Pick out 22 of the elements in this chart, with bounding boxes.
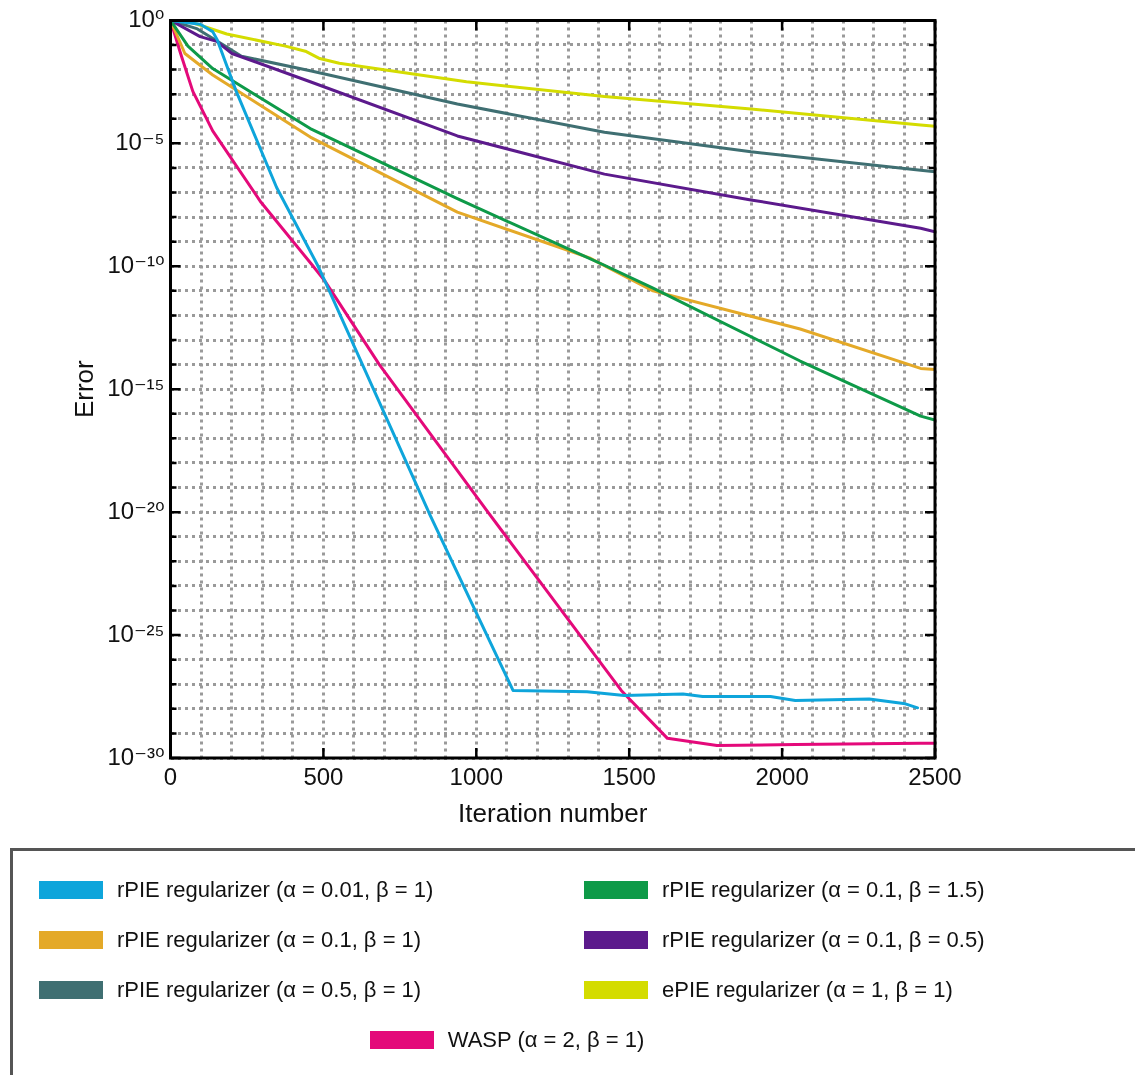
y-tick-label: 10⁻²⁰ xyxy=(107,496,165,524)
y-tick-label: 10⁰ xyxy=(128,5,165,33)
y-tick-label: 10⁻³⁰ xyxy=(107,742,165,770)
x-axis-title: Iteration number xyxy=(458,797,648,828)
x-tick-label: 2500 xyxy=(908,763,962,791)
legend-label: rPIE regularizer (α = 0.1, β = 0.5) xyxy=(662,927,985,953)
legend-label: rPIE regularizer (α = 0.1, β = 1) xyxy=(117,927,422,953)
legend-label: rPIE regularizer (α = 0.1, β = 1.5) xyxy=(662,877,985,903)
x-tick-label: 1000 xyxy=(449,763,503,791)
legend-label: rPIE regularizer (α = 0.5, β = 1) xyxy=(117,977,422,1003)
y-tick-label: 10⁻⁵ xyxy=(115,127,165,155)
legend-label: rPIE regularizer (α = 0.01, β = 1) xyxy=(117,877,434,903)
y-tick-label: 10⁻¹⁰ xyxy=(107,250,165,278)
y-tick-label: 10⁻²⁵ xyxy=(107,619,165,647)
legend-label: WASP (α = 2, β = 1) xyxy=(447,1027,645,1053)
legend-label: ePIE regularizer (α = 1, β = 1) xyxy=(662,977,953,1003)
y-tick-label: 10⁻¹⁵ xyxy=(107,373,165,401)
x-tick-label: 1500 xyxy=(602,763,656,791)
x-tick-label: 2000 xyxy=(755,763,809,791)
x-tick-label: 0 xyxy=(163,763,178,791)
y-axis-title: Error xyxy=(68,359,99,419)
x-tick-label: 500 xyxy=(303,763,344,791)
